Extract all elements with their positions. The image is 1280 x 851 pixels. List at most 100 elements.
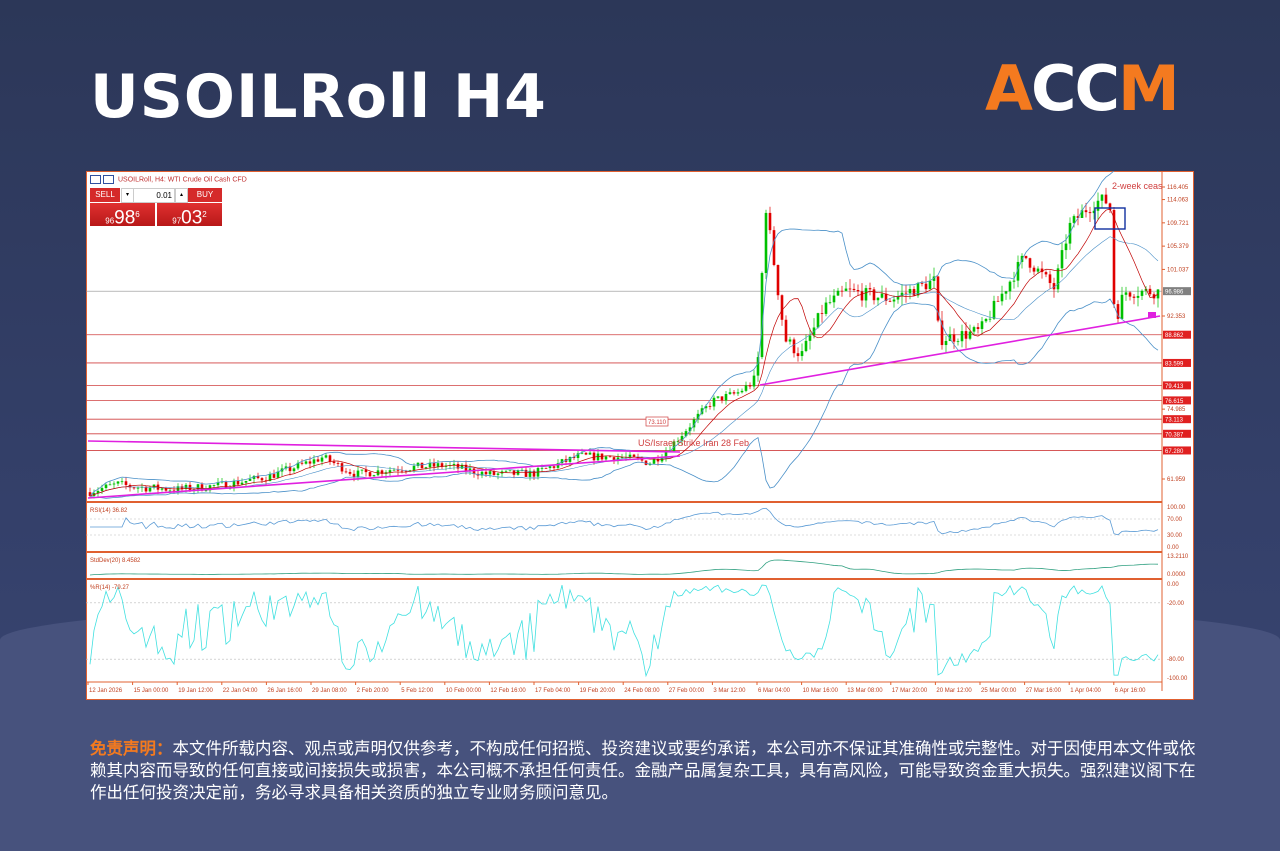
- level-price-label: 70.387: [1165, 432, 1184, 438]
- candle-up: [864, 288, 868, 301]
- lot-input[interactable]: 0.01: [133, 188, 175, 203]
- candle-up: [1036, 268, 1040, 272]
- candle-down: [592, 452, 596, 461]
- candle-up: [740, 390, 744, 393]
- candle-up: [760, 273, 764, 358]
- candle-down: [772, 230, 776, 265]
- candle-down: [1148, 288, 1152, 295]
- candle-down: [400, 470, 404, 472]
- candle-up: [1140, 290, 1144, 296]
- candle-up: [528, 470, 532, 477]
- chart-window[interactable]: 88.862 83.599 79.413 76.615 73.113 70.387 67.2…: [86, 171, 1194, 700]
- candle-up: [96, 490, 100, 494]
- candle-up: [1080, 210, 1084, 218]
- level-price-badge: [1163, 358, 1191, 367]
- candle-up: [168, 490, 172, 492]
- level-price-label: 73.113: [1165, 418, 1184, 424]
- candle-down: [792, 339, 796, 354]
- chart-symbol-icon[interactable]: [103, 175, 114, 184]
- level-price-badge: [1163, 330, 1191, 339]
- time-axis-label: 27 Feb 00:00: [669, 688, 705, 694]
- bollinger-middle-band: [89, 236, 1159, 497]
- candle-down: [352, 473, 356, 478]
- sell-button[interactable]: SELL: [90, 188, 120, 202]
- rsi-line: [90, 507, 1159, 536]
- candle-up: [932, 276, 936, 281]
- candle-up: [716, 396, 720, 398]
- candle-up: [804, 340, 808, 352]
- candle-down: [164, 488, 168, 491]
- candle-up: [664, 451, 668, 458]
- candle-down: [840, 290, 844, 292]
- price-axis-label: 114.063: [1167, 198, 1189, 204]
- candle-up: [460, 464, 464, 469]
- candle-down: [464, 464, 468, 472]
- candle-down: [348, 472, 352, 474]
- candle-up: [276, 471, 280, 478]
- candle-up: [824, 302, 828, 314]
- candle-up: [956, 341, 960, 343]
- moving-average-line: [89, 208, 1159, 497]
- candle-down: [1108, 203, 1112, 211]
- candle-up: [1056, 268, 1060, 290]
- candle-up: [704, 406, 708, 409]
- candle-up: [412, 465, 416, 471]
- candle-up: [928, 280, 932, 290]
- candle-up: [808, 335, 812, 341]
- level-price-label: 79.413: [1165, 384, 1184, 390]
- sell-price[interactable]: 96986: [90, 203, 155, 229]
- candle-down: [608, 456, 612, 458]
- candle-up: [372, 475, 376, 477]
- candle-up: [216, 482, 220, 486]
- candle-down: [236, 480, 240, 485]
- candle-up: [356, 470, 360, 478]
- candle-down: [1076, 216, 1080, 218]
- lot-increase-button[interactable]: ▴: [175, 188, 188, 203]
- candle-up: [556, 463, 560, 468]
- candle-up: [392, 469, 396, 471]
- candle-down: [572, 456, 576, 459]
- candle-down: [848, 288, 852, 290]
- candle-down: [272, 474, 276, 478]
- candle-down: [340, 463, 344, 472]
- level-price-badge: [1163, 396, 1191, 405]
- candle-up: [680, 436, 684, 442]
- price-chart[interactable]: 88.862 83.599 79.413 76.615 73.113 70.387 67.2…: [86, 171, 1194, 700]
- candle-up: [736, 392, 740, 394]
- candle-up: [468, 468, 472, 472]
- candle-down: [776, 264, 780, 296]
- candle-up: [948, 334, 952, 341]
- candle-up: [1120, 294, 1124, 319]
- candle-up: [1012, 280, 1016, 282]
- price-axis-label: 116.405: [1167, 185, 1189, 191]
- buy-button[interactable]: BUY: [188, 188, 222, 202]
- candle-up: [452, 463, 456, 466]
- buy-price[interactable]: 97032: [157, 203, 222, 228]
- level-price-badge: [1163, 415, 1191, 424]
- time-axis-label: 12 Feb 16:00: [490, 688, 526, 694]
- level-price-label: 67.280: [1165, 449, 1184, 455]
- stddev-axis-max: 13.2110: [1167, 554, 1189, 560]
- candle-down: [432, 462, 436, 467]
- candle-down: [584, 452, 588, 455]
- candle-up: [880, 293, 884, 298]
- candle-down: [456, 463, 460, 469]
- candle-down: [1084, 210, 1088, 213]
- candle-down: [332, 461, 336, 464]
- rsi-label: RSI(14) 36.82: [90, 508, 128, 514]
- candle-down: [920, 282, 924, 284]
- candle-down: [1044, 272, 1048, 275]
- wpr-line: [89, 584, 1159, 678]
- candle-up: [320, 457, 324, 462]
- candle-down: [612, 457, 616, 462]
- candle-down: [860, 291, 864, 301]
- sell-price-big: 98: [114, 207, 136, 229]
- candle-down: [88, 492, 92, 496]
- candle-up: [208, 485, 212, 491]
- time-axis-label: 27 Mar 16:00: [1026, 688, 1062, 694]
- price-axis-label: 92.353: [1167, 314, 1186, 320]
- candle-up: [108, 484, 112, 486]
- candle-down: [380, 470, 384, 474]
- resistance-trendline: [87, 440, 681, 453]
- chart-menu-icon[interactable]: [90, 175, 101, 184]
